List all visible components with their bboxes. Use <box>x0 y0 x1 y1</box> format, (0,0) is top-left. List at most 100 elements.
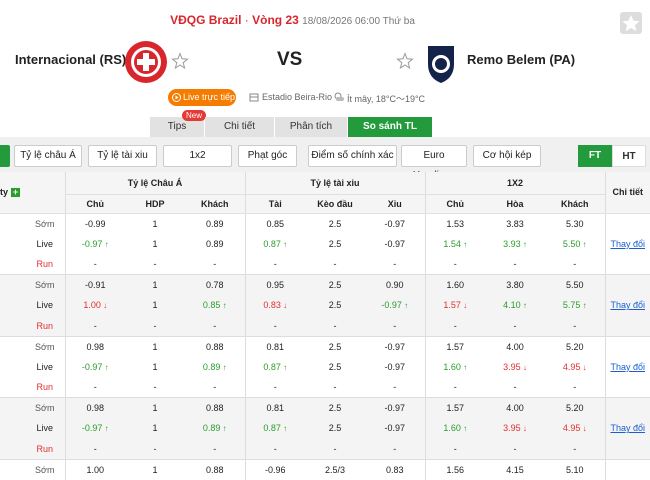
expand-button[interactable]: + <box>11 187 21 198</box>
odds-cell: 4.95 <box>545 357 605 378</box>
detail-cell: Thay đổi <box>604 295 650 316</box>
odds-cell: - <box>64 315 125 336</box>
tab-label[interactable]: Chi tiết <box>223 121 256 132</box>
odds-value: 2.5 <box>328 300 342 311</box>
round: Vòng 23 <box>252 13 299 27</box>
tab-label[interactable]: So sánh TL <box>363 121 417 132</box>
odds-cell: - <box>125 315 185 336</box>
odds-value: -0.97 <box>82 362 109 372</box>
league[interactable]: VĐQG Brazil <box>170 13 242 27</box>
odds-cell: 0.88 <box>185 335 245 357</box>
odds-cell: - <box>125 377 185 398</box>
label-header <box>25 172 65 214</box>
tab[interactable]: Phân tích <box>275 117 348 137</box>
filter-button[interactable]: Euro Handicap <box>401 145 467 181</box>
odds-value: - <box>273 320 277 331</box>
detail-link[interactable]: Thay đổi <box>610 361 646 372</box>
odds-value: - <box>453 382 457 392</box>
odds-cell: - <box>244 438 305 459</box>
odds-value: 2.5 <box>328 238 342 249</box>
odds-value: - <box>213 382 217 392</box>
filter-button[interactable]: Cơ hội kép <box>473 145 541 167</box>
detail-link[interactable]: Thay đổi <box>610 300 646 311</box>
live-button[interactable]: Live trực tiếp <box>168 89 236 106</box>
odds-cell: - <box>424 438 485 459</box>
column-header: Chủ <box>64 194 125 214</box>
odds-cell: 0.89 <box>185 212 245 234</box>
odds-value: -0.97 <box>384 403 405 413</box>
odds-value: 3.80 <box>506 280 524 290</box>
odds-cell: -0.97 <box>365 295 425 316</box>
detail-cell <box>604 397 650 418</box>
filter-button[interactable]: Tỷ lệ tài xiu <box>88 145 157 167</box>
odds-value: 1 <box>152 423 158 434</box>
odds-cell: 2.5 <box>305 335 365 357</box>
odds-cell: 3.95 <box>485 418 545 439</box>
odds-value: - <box>213 259 217 269</box>
odds-value: 0.85 <box>266 218 285 229</box>
odds-value: - <box>153 382 157 392</box>
odds-cell: 2.5 <box>305 397 365 418</box>
odds-cell: 1.57 <box>424 295 485 316</box>
filter-button[interactable]: Phạt góc <box>238 145 297 167</box>
odds-cell: 1.60 <box>424 274 485 295</box>
vs: VS <box>277 49 303 70</box>
odds-value: - <box>573 382 577 392</box>
stub-cell <box>0 274 25 295</box>
stub-cell <box>0 295 25 316</box>
odds-cell: - <box>244 315 305 336</box>
odds-cell: - <box>485 254 545 275</box>
filter-button[interactable]: 1x2 <box>163 145 232 167</box>
scroll-left-button[interactable] <box>0 145 10 167</box>
odds-value: - <box>513 443 517 454</box>
stub-cell <box>0 458 25 480</box>
odds-value: -0.91 <box>84 280 106 290</box>
odds-row: Live -0.97 1 0.89 0.87 2.5 -0.97 1.60 3.95 4.95 Th… <box>0 418 650 439</box>
filter-button[interactable]: Điểm số chính xác <box>308 145 397 167</box>
detail-link[interactable]: Thay đổi <box>610 423 646 434</box>
odds-value: - <box>393 443 397 454</box>
tab-label[interactable]: Phân tích <box>289 121 333 132</box>
group-header: 1X2 <box>424 172 605 195</box>
odds-row: Sớm 1.00 1 0.88 -0.96 2.5/3 0.83 1.56 4.15 5.10 <box>0 458 650 480</box>
detail-link[interactable]: Thay đổi <box>610 238 646 249</box>
stub-cell <box>0 397 25 418</box>
detail-cell <box>604 212 650 234</box>
column-header: Khách <box>545 194 605 214</box>
filter-button[interactable]: Tỷ lệ châu Á <box>14 145 82 167</box>
home-team[interactable]: Internacional (RS) <box>15 52 127 67</box>
home-favorite[interactable] <box>171 52 189 70</box>
away-team[interactable]: Remo Belem (PA) <box>467 52 576 67</box>
detail-cell <box>604 254 650 275</box>
tab[interactable]: Tips New <box>150 110 207 137</box>
odds-value: 4.95 <box>563 423 587 433</box>
odds-value: 4.95 <box>563 362 587 372</box>
stub-cell <box>0 315 25 336</box>
odds-value: -0.97 <box>384 238 405 249</box>
period-button[interactable]: HT <box>612 145 646 167</box>
odds-row: Sớm -0.91 1 0.78 0.95 2.5 0.90 1.60 3.80 5.50 <box>0 274 650 295</box>
odds-cell: 1.00 <box>64 458 125 480</box>
datetime: 18/08/2026 06:00 Thứ ba <box>302 16 415 27</box>
odds-value: 0.89 <box>203 362 227 372</box>
row-label: Sớm <box>25 397 65 418</box>
tab[interactable]: So sánh TL <box>348 117 433 137</box>
odds-value: 3.83 <box>506 218 524 229</box>
detail-cell <box>604 377 650 398</box>
odds-value: 0.95 <box>266 280 285 290</box>
odds-value: - <box>573 443 577 454</box>
tab[interactable]: Chi tiết <box>205 117 275 137</box>
odds-value: 1.57 <box>446 403 465 413</box>
odds-value: - <box>513 320 517 331</box>
live-label[interactable]: Live trực tiếp <box>183 92 236 102</box>
weather: Ít mây, 18°C～19°C <box>347 94 426 104</box>
odds-cell: -0.97 <box>365 357 425 378</box>
period-button[interactable]: FT <box>578 145 612 167</box>
away-favorite[interactable] <box>396 52 414 70</box>
odds-value: 1.60 <box>443 423 467 433</box>
tab-label[interactable]: Tips <box>167 121 187 132</box>
odds-cell: 1.56 <box>424 458 485 480</box>
odds-value: 4.00 <box>506 403 524 413</box>
favorite-button[interactable] <box>620 12 642 34</box>
detail-cell <box>604 274 650 295</box>
